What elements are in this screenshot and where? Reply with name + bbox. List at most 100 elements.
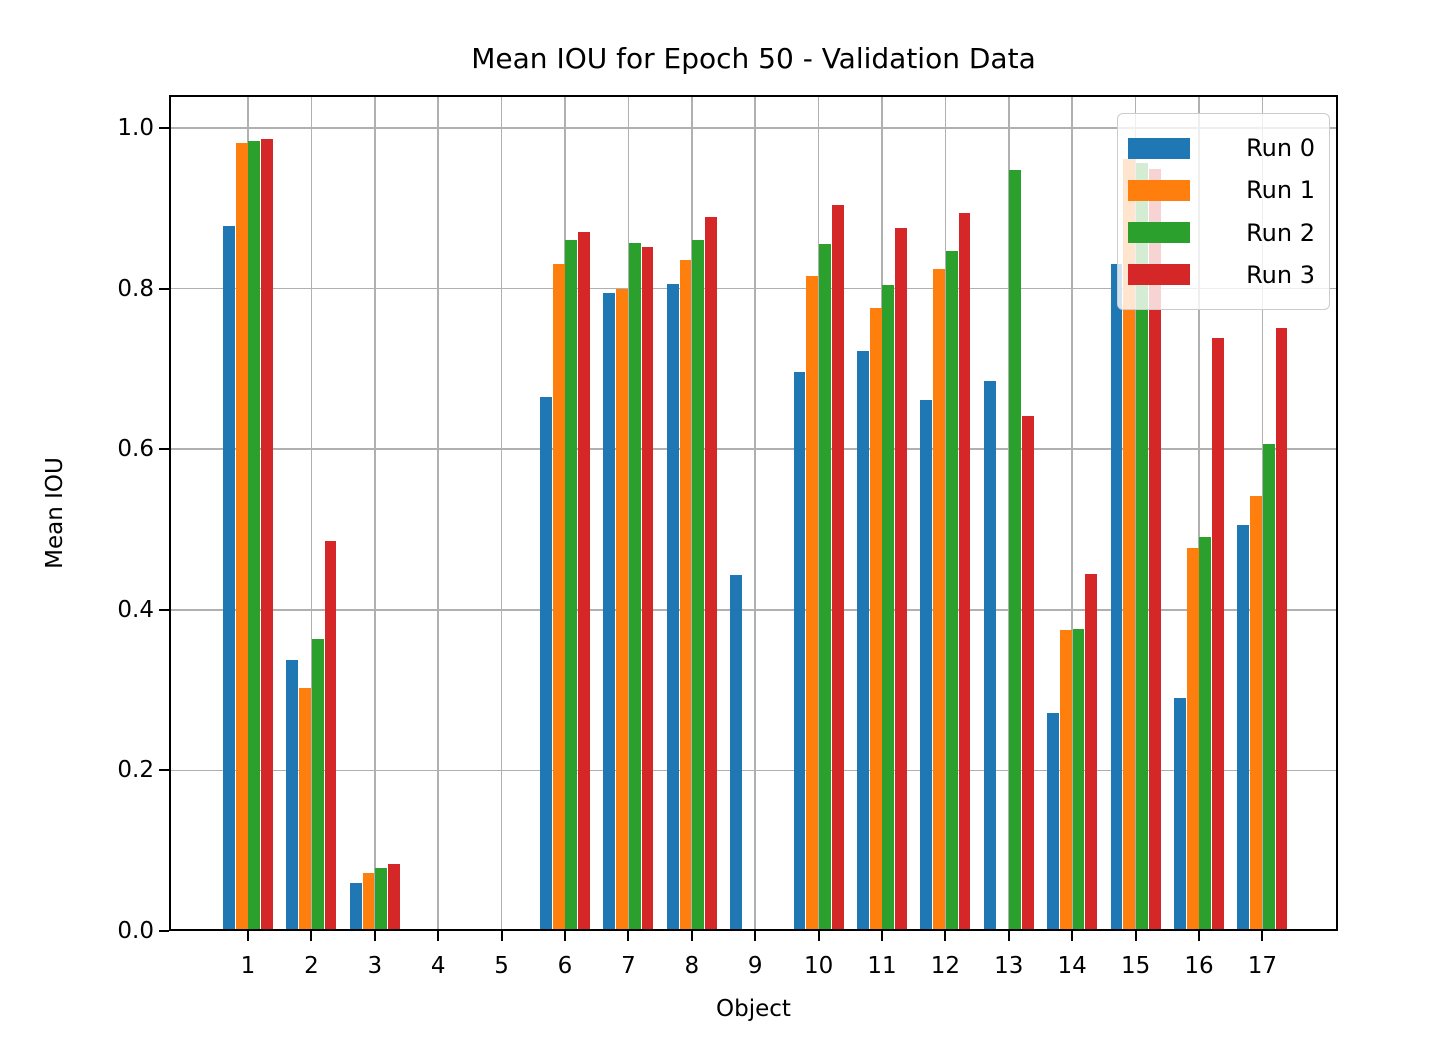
y-tick-mark (159, 930, 169, 932)
bar-run3-object-15 (1148, 168, 1161, 931)
y-tick-mark (159, 448, 169, 451)
bar-run0-object-7 (603, 292, 616, 931)
v-gridline (500, 95, 503, 931)
x-tick-mark (310, 931, 313, 941)
bar-run3-object-8 (704, 217, 717, 931)
h-gridline (169, 609, 1338, 611)
y-tick-mark (159, 287, 169, 290)
legend-label: Run 2 (1246, 218, 1315, 247)
bar-run1-object-14 (1059, 629, 1072, 931)
bar-run0-object-16 (1174, 698, 1186, 931)
bar-run2-object-1 (248, 140, 261, 931)
x-tick-label: 5 (494, 953, 509, 979)
bar-run1-object-11 (869, 307, 882, 931)
x-tick-label: 17 (1247, 953, 1278, 979)
h-gridline (169, 287, 1338, 290)
bar-run3-object-2 (324, 540, 337, 931)
bar-run1-object-7 (616, 289, 628, 931)
v-gridline (627, 95, 630, 931)
v-gridline (437, 95, 439, 931)
x-tick-mark (754, 931, 757, 941)
x-tick-mark (881, 931, 883, 941)
x-tick-label: 9 (747, 953, 763, 979)
v-gridline (1261, 95, 1264, 931)
h-gridline (169, 448, 1338, 450)
x-tick-label: 4 (430, 953, 446, 979)
bar-run2-object-8 (692, 239, 705, 931)
x-tick-label: 1 (240, 953, 256, 979)
v-gridline (247, 95, 249, 931)
legend-label: Run 0 (1246, 134, 1315, 163)
bar-run2-object-12 (945, 250, 958, 931)
bar-run3-object-11 (895, 228, 907, 931)
bar-run3-object-14 (1085, 573, 1098, 931)
x-tick-label: 11 (867, 953, 897, 979)
legend-item: Run 2 (1128, 219, 1315, 247)
bar-run1-object-8 (679, 259, 692, 931)
x-tick-label: 3 (367, 953, 383, 979)
legend-item: Run 0 (1128, 134, 1315, 162)
bar-run0-object-14 (1047, 712, 1060, 931)
legend-item: Run 3 (1128, 261, 1315, 289)
bar-run2-object-2 (311, 638, 324, 931)
v-gridline (1008, 95, 1010, 931)
x-tick-label: 7 (621, 953, 636, 979)
bar-run1-object-1 (235, 143, 248, 931)
x-tick-mark (373, 931, 376, 941)
bar-run1-object-3 (362, 873, 375, 931)
v-gridline (944, 95, 947, 931)
legend: Run 0 Run 1 Run 2 Run 3 (1117, 113, 1330, 310)
legend-swatch-run2 (1128, 222, 1190, 244)
bar-run3-object-10 (831, 205, 844, 931)
y-tick-mark (159, 769, 169, 772)
bar-run2-object-11 (882, 284, 895, 931)
bar-run0-object-8 (666, 283, 679, 931)
x-tick-mark (1134, 931, 1137, 941)
v-gridline (310, 95, 313, 931)
y-tick-label: 0.4 (117, 596, 154, 623)
bar-run1-object-2 (299, 687, 311, 931)
bar-run0-object-3 (349, 882, 362, 931)
x-tick-mark (247, 931, 249, 941)
bar-run3-object-1 (261, 139, 273, 931)
x-tick-label: 6 (557, 953, 573, 979)
bar-run0-object-10 (793, 372, 806, 931)
v-gridline (1134, 95, 1137, 931)
v-gridline (564, 95, 566, 931)
bar-run2-object-7 (628, 242, 641, 931)
bar-run3-object-17 (1275, 327, 1288, 931)
bar-run3-object-16 (1212, 337, 1224, 931)
v-gridline (754, 95, 756, 931)
bar-run0-object-15 (1110, 263, 1123, 931)
bar-run1-object-12 (933, 268, 945, 931)
y-tick-label: 0.0 (117, 918, 154, 944)
bar-run2-object-3 (375, 868, 388, 931)
bar-run3-object-6 (578, 232, 590, 931)
x-tick-label: 2 (304, 953, 319, 979)
h-gridline (169, 127, 1338, 129)
x-tick-label: 12 (930, 953, 961, 979)
bar-run3-object-3 (387, 863, 400, 931)
bar-run2-object-13 (1009, 169, 1022, 931)
y-axis-label: Mean IOU (42, 457, 68, 569)
bar-run3-object-12 (958, 213, 971, 931)
bar-run2-object-14 (1072, 629, 1085, 931)
y-tick-mark (159, 608, 169, 611)
x-tick-mark (564, 931, 566, 941)
x-tick-label: 10 (803, 953, 834, 979)
v-gridline (374, 95, 376, 931)
bar-run2-object-15 (1136, 163, 1148, 931)
x-tick-mark (1007, 931, 1010, 941)
bar-run1-object-17 (1250, 495, 1262, 931)
y-tick-label: 0.6 (117, 436, 154, 463)
bar-run1-object-15 (1123, 158, 1136, 931)
v-gridline (1198, 95, 1200, 931)
bar-run0-object-17 (1237, 524, 1250, 931)
legend-swatch-run1 (1128, 179, 1190, 201)
x-tick-mark (627, 931, 630, 941)
bar-run1-object-10 (806, 275, 819, 931)
bar-run2-object-6 (565, 240, 578, 931)
x-tick-label: 8 (684, 953, 700, 979)
v-gridline (691, 95, 693, 931)
